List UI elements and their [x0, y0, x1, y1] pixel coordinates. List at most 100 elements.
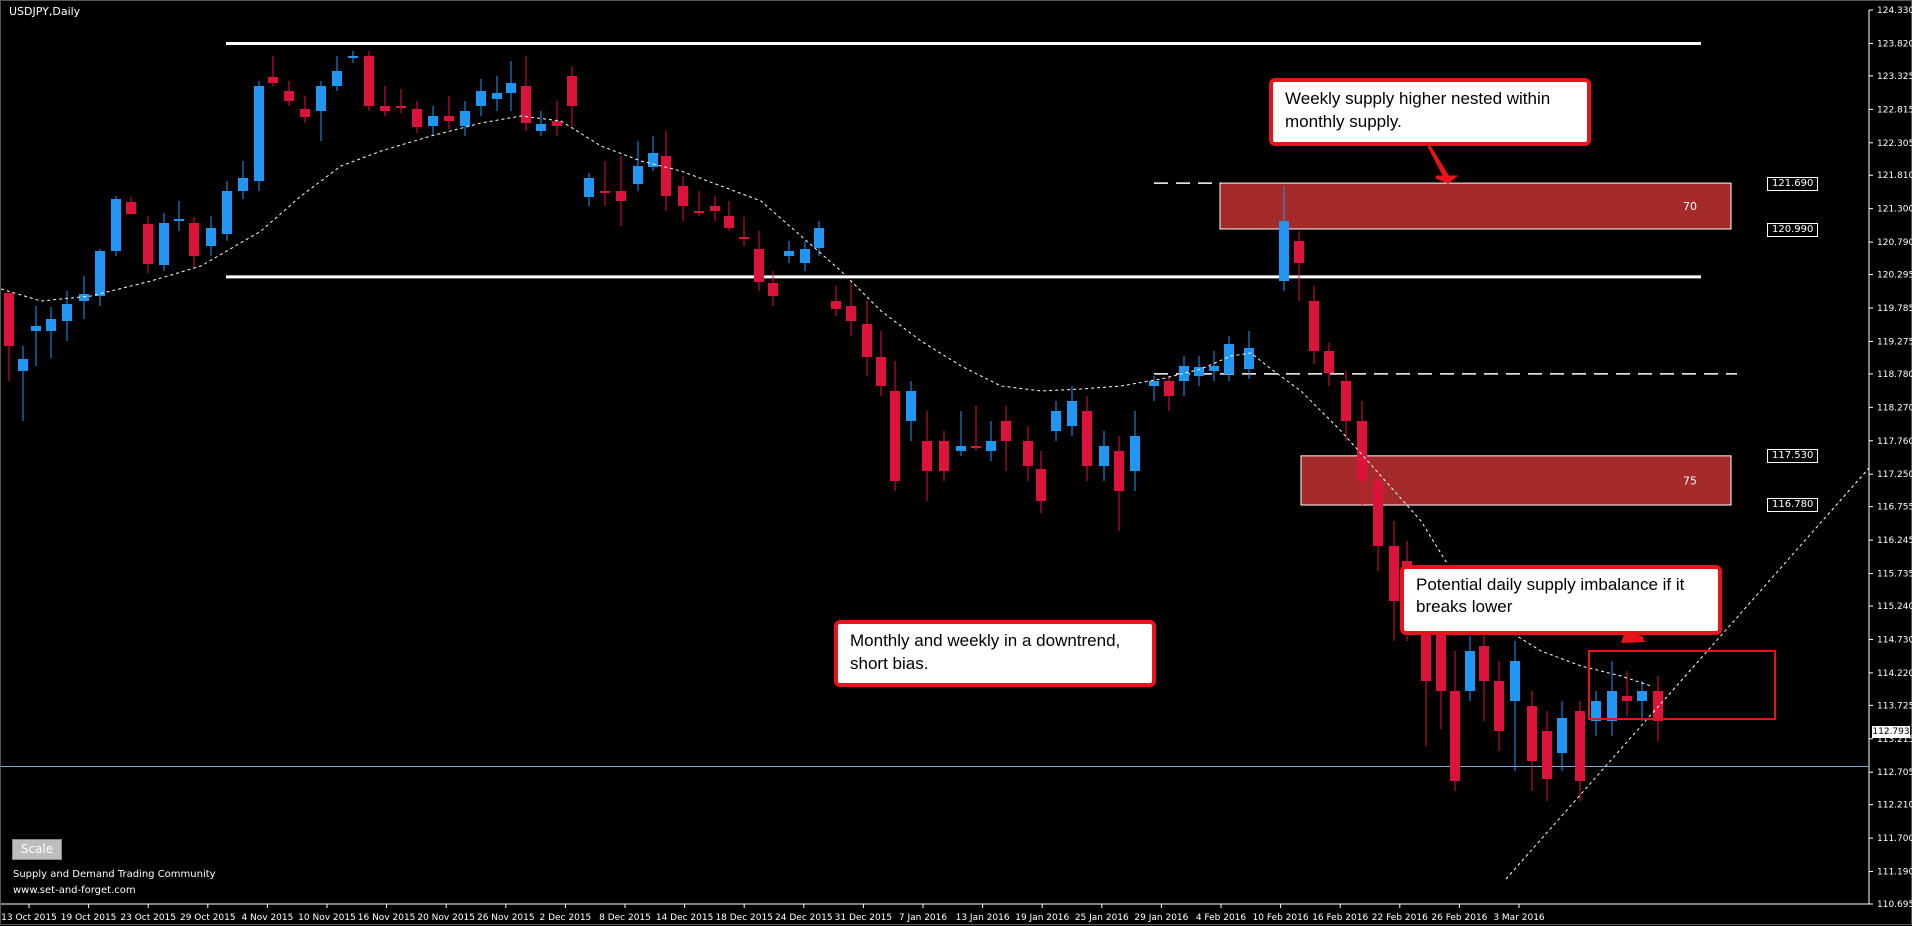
y-tick-label: 113.725 [1877, 701, 1912, 711]
supply-zone-label: 75 [1683, 474, 1697, 487]
bear-candle-body [1294, 241, 1304, 263]
watermark-url: www.set-and-forget.com [13, 885, 136, 896]
bull-candle-body [784, 251, 794, 256]
bull-candle-body [1130, 436, 1140, 471]
bull-candle-body [206, 228, 216, 246]
bear-candle-body [971, 446, 981, 448]
bull-candle-body [1465, 651, 1475, 691]
bear-candle-body [126, 202, 136, 214]
x-tick-label: 2 Dec 2015 [540, 913, 592, 923]
bull-candle-body [1510, 661, 1520, 701]
bull-candle-body [348, 56, 358, 58]
y-tick-label: 123.820 [1877, 39, 1912, 49]
bear-candle-body [1373, 481, 1383, 546]
x-tick-label: 19 Jan 2016 [1015, 913, 1069, 923]
bear-candle-body [1436, 626, 1446, 691]
bear-candle-body [846, 306, 856, 321]
y-tick-label: 123.325 [1877, 72, 1912, 82]
bull-candle-body [506, 83, 516, 93]
bear-candle-body [1575, 711, 1585, 781]
bear-candle-body [1479, 646, 1489, 681]
bear-candle-body [1309, 301, 1319, 351]
bear-candle-body [444, 116, 454, 121]
bull-candle-body [1051, 411, 1061, 431]
bull-candle-body [906, 391, 916, 421]
bear-candle-body [380, 106, 390, 111]
y-tick-label: 117.250 [1877, 470, 1912, 480]
y-tick-label: 115.735 [1877, 570, 1912, 580]
bull-candle-body [95, 251, 105, 296]
y-tick-label: 119.275 [1877, 337, 1912, 347]
y-tick-label: 122.815 [1877, 105, 1912, 115]
imbalance-box [1588, 650, 1776, 720]
bear-candle-body [661, 156, 671, 196]
bull-candle-body [986, 441, 996, 451]
bear-candle-body [1527, 706, 1537, 761]
bull-candle-body [428, 116, 438, 126]
y-tick-label: 114.730 [1877, 635, 1912, 645]
bear-candle-body [1324, 351, 1334, 373]
x-tick-label: 25 Jan 2016 [1075, 913, 1129, 923]
trend-line [1505, 467, 1870, 880]
bull-candle-body [1557, 718, 1567, 753]
callout-downtrend-bias: Monthly and weekly in a downtrend, short… [834, 620, 1156, 687]
bull-candle-body [111, 199, 121, 251]
supply-zone-label: 70 [1683, 200, 1697, 213]
bear-candle-body [1001, 421, 1011, 441]
bull-candle-body [492, 93, 502, 99]
x-tick-label: 24 Dec 2015 [775, 913, 833, 923]
y-tick-label: 121.300 [1877, 205, 1912, 215]
bear-candle-body [1164, 381, 1174, 396]
x-tick-label: 4 Nov 2015 [241, 913, 293, 923]
watermark-community: Supply and Demand Trading Community [13, 869, 216, 880]
x-tick-label: 7 Jan 2016 [899, 913, 947, 923]
bear-candle-body [521, 86, 531, 123]
scale-button[interactable]: Scale [12, 839, 62, 860]
bear-candle-body [600, 191, 610, 193]
x-tick-label: 16 Feb 2016 [1312, 913, 1368, 923]
x-tick-label: 3 Mar 2016 [1493, 913, 1545, 923]
y-tick-label: 110.695 [1877, 900, 1912, 910]
bull-candle-body [1607, 691, 1617, 721]
y-tick-label: 115.240 [1877, 602, 1912, 612]
x-tick-label: 4 Feb 2016 [1196, 913, 1247, 923]
supply-zone [1219, 182, 1732, 230]
y-tick-label: 113.215 [1877, 735, 1912, 745]
bull-candle-body [79, 294, 89, 301]
x-tick-label: 29 Jan 2016 [1134, 913, 1188, 923]
bear-candle-body [616, 191, 626, 201]
y-tick-label: 119.785 [1877, 304, 1912, 314]
bull-candle-body [1099, 446, 1109, 466]
x-tick-label: 29 Oct 2015 [180, 913, 236, 923]
bear-candle-body [364, 56, 374, 106]
bull-candle-body [460, 111, 470, 126]
bear-candle-body [268, 77, 278, 83]
bear-candle-body [1389, 546, 1399, 601]
bull-candle-body [159, 223, 169, 265]
x-tick-label: 20 Nov 2015 [417, 913, 475, 923]
x-tick-label: 22 Feb 2016 [1372, 913, 1428, 923]
bear-candle-body [1450, 691, 1460, 781]
bull-candle-body [536, 124, 546, 131]
bull-candle-body [332, 71, 342, 86]
bear-candle-body [724, 216, 734, 228]
y-tick-label: 112.210 [1877, 801, 1912, 811]
current-price-tag: 112.793 [1872, 726, 1910, 738]
bull-candle-body [254, 86, 264, 181]
x-tick-label: 23 Oct 2015 [120, 913, 176, 923]
bear-candle-body [831, 301, 841, 309]
bear-candle-body [754, 249, 764, 282]
y-tick-label: 116.755 [1877, 503, 1912, 513]
callout-weekly-supply: Weekly supply higher nested within month… [1269, 78, 1591, 146]
bear-candle-body [143, 224, 153, 264]
bull-candle-body [18, 359, 28, 371]
bull-candle-body [1209, 366, 1219, 371]
bear-candle-body [300, 109, 310, 117]
y-tick-label: 120.790 [1877, 238, 1912, 248]
bear-candle-body [1341, 381, 1351, 421]
y-tick-label: 120.295 [1877, 271, 1912, 281]
x-tick-label: 26 Nov 2015 [477, 913, 535, 923]
bull-candle-body [1194, 367, 1204, 376]
